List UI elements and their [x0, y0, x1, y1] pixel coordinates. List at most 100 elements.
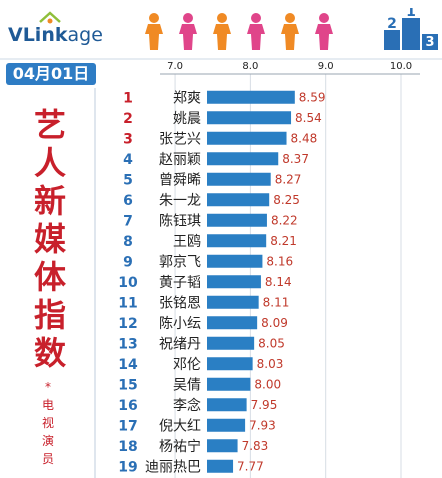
value-label: 8.48 — [291, 131, 318, 145]
bar — [207, 234, 267, 248]
x-tick-label: 7.0 — [167, 61, 183, 72]
category-label: 吴倩 — [173, 377, 201, 393]
value-label: 8.03 — [257, 357, 284, 371]
side-title-char: 指 — [33, 296, 66, 334]
svg-text:2: 2 — [387, 16, 397, 32]
bar — [207, 459, 234, 473]
rank-label: 1 — [123, 90, 133, 106]
vlinkage-logo: VLinkage — [8, 10, 128, 52]
category-label: 陈钰琪 — [159, 212, 201, 229]
value-label: 8.54 — [295, 111, 322, 125]
side-title-char: 艺 — [33, 106, 66, 144]
bar — [207, 152, 279, 166]
value-label: 8.37 — [282, 152, 309, 166]
person-icon — [145, 13, 163, 50]
bar — [207, 254, 263, 268]
side-subtitle-char: * — [45, 380, 51, 394]
side-subtitle-char: 员 — [41, 452, 54, 466]
house-icon — [39, 11, 61, 24]
category-label: 黄子韬 — [159, 274, 201, 291]
rank-label: 7 — [123, 213, 133, 229]
value-label: 7.83 — [242, 439, 269, 453]
value-label: 7.95 — [251, 398, 278, 412]
side-title-char: 数 — [33, 334, 66, 372]
category-label: 张艺兴 — [159, 131, 201, 147]
x-tick-label: 10.0 — [390, 61, 412, 72]
rank-label: 10 — [118, 275, 138, 291]
bar — [207, 336, 255, 350]
category-label: 赵丽颖 — [159, 152, 201, 168]
side-subtitle-char: 视 — [41, 416, 54, 430]
podium-icon: 2 1 3 — [384, 8, 438, 50]
value-label: 8.27 — [275, 172, 302, 186]
person-icon — [281, 13, 299, 50]
rank-label: 2 — [123, 111, 133, 127]
side-subtitle: * 电 视 演 员 — [38, 378, 58, 468]
svg-text:3: 3 — [425, 35, 434, 50]
person-icon — [179, 13, 197, 50]
category-label: 陈小纭 — [159, 315, 201, 332]
category-label: 张铭恩 — [159, 295, 201, 311]
bar — [207, 90, 295, 104]
rank-label: 19 — [118, 459, 137, 475]
bar — [207, 111, 292, 125]
side-title-char: 媒 — [33, 220, 66, 258]
rank-label: 3 — [123, 131, 133, 147]
rank-label: 17 — [118, 418, 137, 434]
side-title-char: 体 — [33, 258, 66, 296]
date-badge: 04月01日 — [6, 63, 96, 85]
value-label: 8.05 — [258, 336, 285, 350]
side-subtitle-char: 电 — [41, 398, 54, 412]
side-title: 艺 人 新 媒 体 指 数 — [30, 106, 70, 372]
rank-label: 9 — [123, 254, 133, 270]
bar — [207, 316, 258, 330]
x-tick-label: 8.0 — [242, 61, 258, 72]
rank-label: 18 — [118, 439, 137, 455]
value-label: 8.14 — [265, 275, 292, 289]
value-label: 7.93 — [249, 418, 276, 432]
value-label: 8.21 — [270, 234, 297, 248]
side-title-char: 人 — [33, 144, 66, 182]
category-label: 朱一龙 — [159, 193, 201, 209]
bar — [207, 213, 267, 227]
category-label: 王鸥 — [173, 233, 201, 250]
rank-label: 5 — [123, 172, 133, 188]
bar — [207, 275, 261, 289]
people-icons — [145, 13, 333, 50]
value-label: 8.09 — [261, 316, 288, 330]
bar — [207, 172, 271, 186]
category-label: 姚晨 — [173, 111, 201, 127]
rank-label: 16 — [118, 398, 137, 414]
bar — [207, 439, 238, 453]
rank-label: 11 — [118, 295, 137, 311]
rank-label: 12 — [118, 316, 137, 332]
person-icon — [247, 13, 265, 50]
header-divider — [0, 58, 442, 60]
value-label: 8.00 — [254, 377, 281, 391]
category-label: 郭京飞 — [159, 253, 201, 270]
rank-label: 15 — [118, 377, 137, 393]
side-subtitle-char: 演 — [41, 434, 54, 448]
category-label: 杨祐宁 — [159, 438, 201, 455]
rank-label: 13 — [118, 336, 137, 352]
x-tick-label: 9.0 — [318, 61, 334, 72]
rank-label: 14 — [118, 357, 138, 373]
rank-label: 4 — [123, 152, 133, 168]
vertical-divider — [94, 88, 96, 478]
category-label: 邓伦 — [173, 357, 201, 373]
category-label: 郑爽 — [173, 90, 201, 106]
bar — [207, 295, 259, 309]
value-label: 8.16 — [266, 254, 293, 268]
category-label: 曾舜晞 — [159, 172, 201, 188]
logo-text: VLinkage — [8, 24, 103, 46]
category-label: 迪丽热巴 — [145, 459, 201, 475]
bar — [207, 193, 270, 207]
bar — [207, 377, 251, 391]
svg-text:1: 1 — [406, 8, 416, 20]
value-label: 7.77 — [237, 459, 264, 473]
bar — [207, 131, 287, 145]
person-icon — [213, 13, 231, 50]
rank-label: 6 — [123, 193, 133, 209]
value-label: 8.11 — [263, 295, 290, 309]
